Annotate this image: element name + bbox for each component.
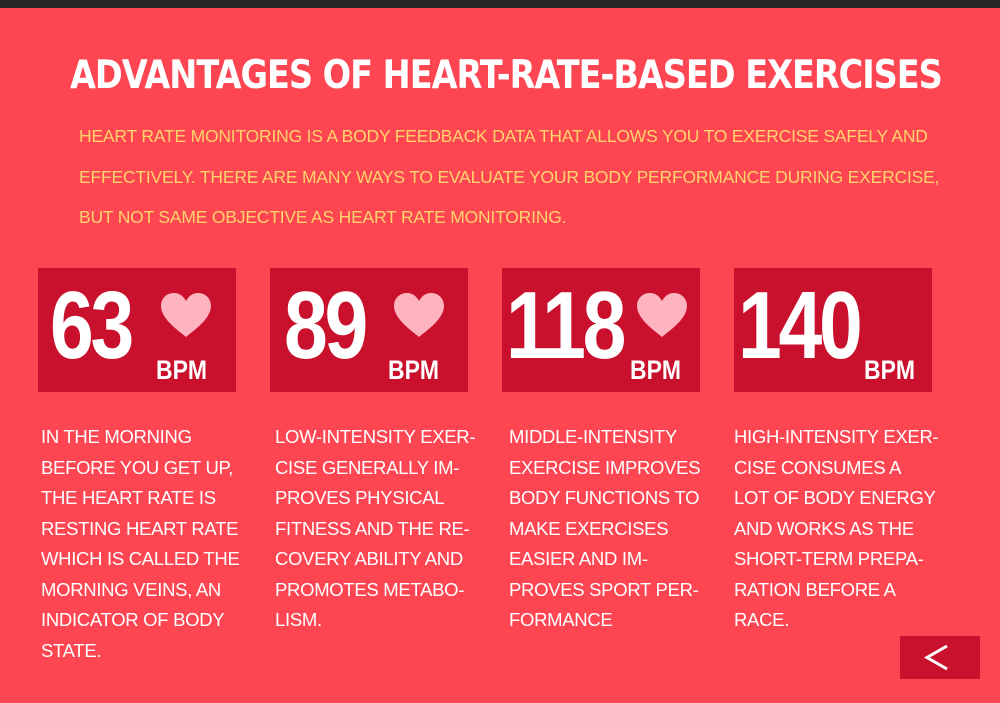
bpm-value: 63 <box>50 272 134 379</box>
bpm-unit: BPM <box>388 355 439 385</box>
bpm-unit: BPM <box>156 355 207 385</box>
bpm-value: 118 <box>506 272 626 379</box>
bpm-value: 89 <box>284 272 368 379</box>
heart-icon <box>394 293 444 337</box>
chevron-left-icon <box>923 644 948 671</box>
bpm-card: 118 BPM <box>502 268 700 392</box>
bpm-value: 140 <box>738 272 863 379</box>
back-button[interactable] <box>900 636 980 679</box>
heart-icon <box>637 293 687 337</box>
bpm-unit: BPM <box>630 355 681 385</box>
bpm-card: 140 BPM <box>734 268 932 392</box>
card-description: HIGH-INTENSITY EXER- CISE CONSUMES A LOT… <box>734 426 939 630</box>
heart-icon <box>161 293 211 337</box>
card-description: MIDDLE-INTENSITY EXERCISE IMPROVES BODY … <box>509 426 701 630</box>
bpm-unit: BPM <box>864 355 915 385</box>
bpm-card: 89 BPM <box>270 268 468 392</box>
bpm-card: 63 BPM <box>38 268 236 392</box>
intro-text: HEART RATE MONITORING IS A BODY FEEDBACK… <box>79 126 940 227</box>
card-description: LOW-INTENSITY EXER- CISE GENERALLY IM- P… <box>275 426 476 630</box>
page-title: ADVANTAGES OF HEART-RATE-BASED EXERCISES <box>70 53 943 98</box>
top-bar <box>0 0 1000 8</box>
card-description: IN THE MORNING BEFORE YOU GET UP, THE HE… <box>41 426 240 661</box>
